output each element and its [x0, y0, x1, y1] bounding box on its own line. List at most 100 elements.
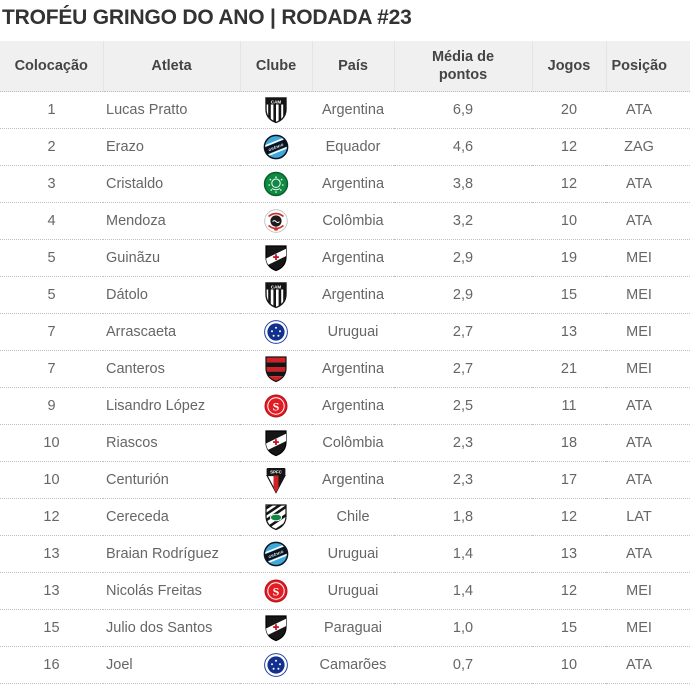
cell-atleta: Centurión — [103, 461, 240, 499]
cell-media-de-pontos: 1,4 — [394, 535, 532, 573]
cell-jogos: 15 — [532, 609, 606, 647]
club-badge-vasco-icon — [263, 429, 289, 457]
cell-posicao: ATA — [606, 387, 690, 425]
club-badge-cruzeiro-icon — [263, 318, 289, 346]
cell-colocacao: 12 — [0, 498, 103, 536]
cell-colocacao: 2 — [0, 128, 103, 166]
club-badge-vasco-icon — [263, 244, 289, 272]
cell-clube: SPFC — [240, 461, 312, 499]
cell-colocacao: 10 — [0, 461, 103, 499]
cell-atleta: Cereceda — [103, 498, 240, 536]
cell-pais: Colômbia — [312, 202, 394, 240]
cell-posicao: MEI — [606, 572, 690, 610]
cell-jogos: 11 — [532, 387, 606, 425]
cell-media-de-pontos: 4,6 — [394, 128, 532, 166]
table-row: 4 Mendoza Colômbia 3,2 10 ATA — [0, 202, 690, 240]
club-badge-flamengo-icon — [263, 355, 289, 383]
svg-text:S: S — [273, 399, 280, 413]
cell-atleta: Lisandro López — [103, 387, 240, 425]
cell-atleta: Canteros — [103, 350, 240, 388]
table-row: 3 Cristaldo Argentina 3,8 12 ATA — [0, 165, 690, 203]
cell-pais: Uruguai — [312, 535, 394, 573]
cell-pais: Uruguai — [312, 313, 394, 351]
cell-colocacao: 3 — [0, 165, 103, 203]
cell-atleta: Joel — [103, 646, 240, 684]
cell-clube — [240, 350, 312, 388]
cell-media-de-pontos: 3,8 — [394, 165, 532, 203]
cell-clube: CAM — [240, 91, 312, 129]
cell-media-de-pontos: 2,7 — [394, 350, 532, 388]
cell-jogos: 13 — [532, 313, 606, 351]
table-body: 1 Lucas Pratto CAM Argentina 6,9 20 ATA … — [0, 91, 690, 684]
cell-pais: Colômbia — [312, 424, 394, 462]
cell-pais: Argentina — [312, 91, 394, 129]
svg-text:GRÊMIO: GRÊMIO — [268, 549, 285, 560]
cell-jogos: 17 — [532, 461, 606, 499]
cell-clube — [240, 609, 312, 647]
ranking-table: Colocação Atleta Clube País Média de pon… — [0, 41, 690, 684]
cell-media-de-pontos: 2,7 — [394, 313, 532, 351]
cell-media-de-pontos: 1,4 — [394, 572, 532, 610]
cell-pais: Equador — [312, 128, 394, 166]
table-row: 5 Guinãzu Argentina 2,9 19 MEI — [0, 239, 690, 277]
cell-clube — [240, 498, 312, 536]
cell-atleta: Riascos — [103, 424, 240, 462]
cell-jogos: 10 — [532, 646, 606, 684]
cell-colocacao: 13 — [0, 535, 103, 573]
cell-clube — [240, 165, 312, 203]
table-row: 13 Nicolás Freitas S Uruguai 1,4 12 MEI — [0, 572, 690, 610]
table-row: 7 Arrascaeta Uruguai 2,7 13 MEI — [0, 313, 690, 351]
cell-atleta: Dátolo — [103, 276, 240, 314]
club-badge-figueirense-icon — [263, 503, 289, 531]
cell-jogos: 12 — [532, 128, 606, 166]
club-badge-atletico-mg-icon: CAM — [263, 96, 289, 124]
cell-posicao: MEI — [606, 276, 690, 314]
cell-jogos: 20 — [532, 91, 606, 129]
cell-media-de-pontos: 6,9 — [394, 91, 532, 129]
cell-jogos: 18 — [532, 424, 606, 462]
cell-atleta: Erazo — [103, 128, 240, 166]
cell-jogos: 19 — [532, 239, 606, 277]
col-header-posicao: Posição — [605, 41, 690, 92]
page-title: TROFÉU GRINGO DO ANO | RODADA #23 — [2, 6, 412, 29]
cell-media-de-pontos: 2,3 — [394, 461, 532, 499]
cell-jogos: 12 — [532, 572, 606, 610]
table-row: 9 Lisandro López S Argentina 2,5 11 ATA — [0, 387, 690, 425]
club-badge-cruzeiro-icon — [263, 651, 289, 679]
table-row: 1 Lucas Pratto CAM Argentina 6,9 20 ATA — [0, 91, 690, 129]
cell-media-de-pontos: 2,9 — [394, 239, 532, 277]
cell-posicao: ATA — [606, 165, 690, 203]
cell-colocacao: 7 — [0, 313, 103, 351]
cell-media-de-pontos: 0,7 — [394, 646, 532, 684]
cell-media-de-pontos: 1,0 — [394, 609, 532, 647]
cell-posicao: LAT — [606, 498, 690, 536]
cell-jogos: 13 — [532, 535, 606, 573]
cell-clube: S — [240, 572, 312, 610]
col-header-atleta: Atleta — [102, 41, 240, 92]
cell-clube — [240, 646, 312, 684]
club-badge-vasco-icon — [263, 614, 289, 642]
svg-text:CAM: CAM — [271, 284, 282, 289]
table-row: 10 Riascos Colômbia 2,3 18 ATA — [0, 424, 690, 462]
table-row: 5 Dátolo CAM Argentina 2,9 15 MEI — [0, 276, 690, 314]
table-row: 2 Erazo GRÊMIO Equador 4,6 12 ZAG — [0, 128, 690, 166]
club-badge-gremio-icon: GRÊMIO — [263, 540, 289, 568]
club-badge-gremio-icon: GRÊMIO — [263, 133, 289, 161]
cell-pais: Chile — [312, 498, 394, 536]
cell-jogos: 12 — [532, 498, 606, 536]
cell-posicao: ATA — [606, 202, 690, 240]
col-header-colocacao: Colocação — [0, 41, 103, 92]
cell-atleta: Mendoza — [103, 202, 240, 240]
cell-pais: Paraguai — [312, 609, 394, 647]
col-header-clube: Clube — [239, 41, 312, 92]
cell-pais: Argentina — [312, 387, 394, 425]
cell-colocacao: 15 — [0, 609, 103, 647]
cell-posicao: MEI — [606, 239, 690, 277]
cell-media-de-pontos: 3,2 — [394, 202, 532, 240]
cell-pais: Argentina — [312, 239, 394, 277]
cell-posicao: ATA — [606, 535, 690, 573]
cell-media-de-pontos: 2,9 — [394, 276, 532, 314]
cell-clube: S — [240, 387, 312, 425]
cell-posicao: ZAG — [606, 128, 690, 166]
club-badge-internacional-icon: S — [263, 577, 289, 605]
